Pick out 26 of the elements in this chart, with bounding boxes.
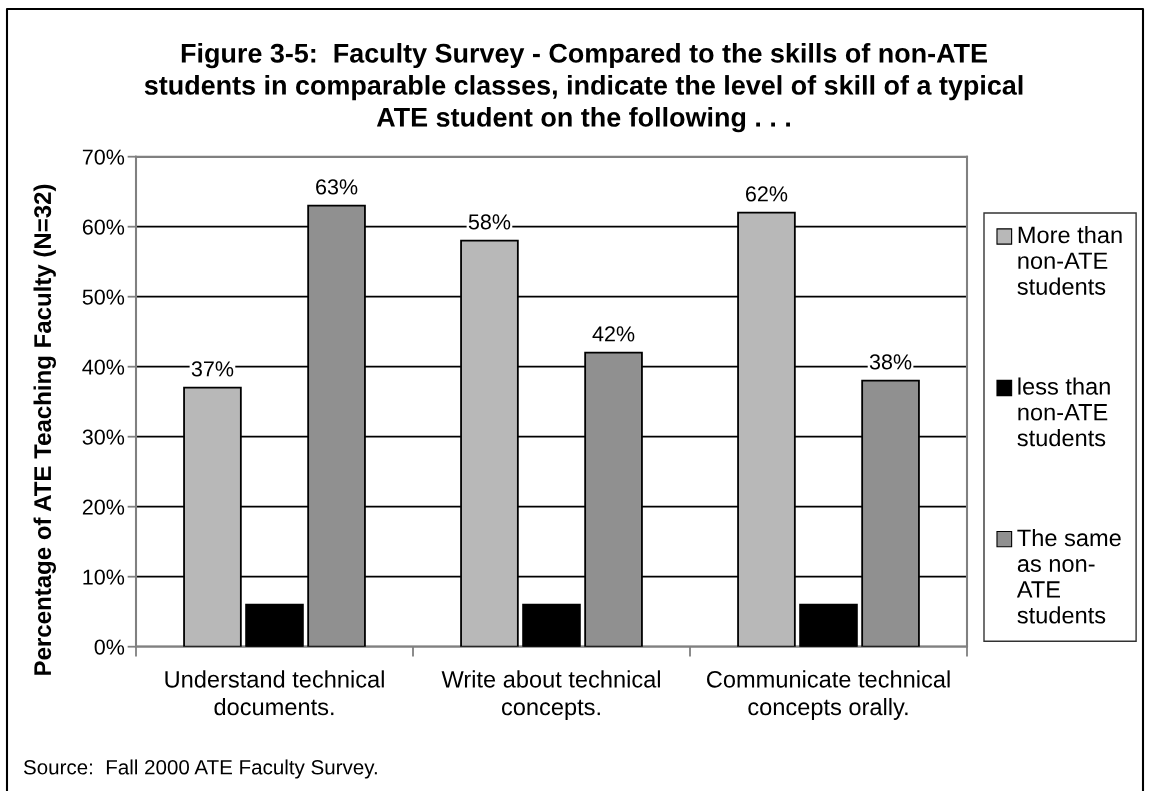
- x-tick-label: Understand technical documents.: [165, 670, 384, 716]
- x-tick-label: Write about technical concepts.: [441, 670, 660, 720]
- chart-title: Figure 3-5: Faculty Survey - Compared to the skills of non-ATE students in comparable classes, indicate the level of skill of a typical ATE student on the following . . .: [144, 43, 1023, 133]
- x-tick-label: Communicate technical concepts orally.: [707, 670, 950, 720]
- data-label: 37%: [191, 361, 234, 377]
- y-tick-label: 60%: [82, 219, 125, 235]
- y-tick-label: 0%: [94, 639, 125, 655]
- legend-label: The same as non- ATE students: [1016, 528, 1121, 624]
- y-axis-title: Percentage of ATE Teaching Faculty (N=32): [33, 184, 56, 675]
- data-label: 63%: [316, 179, 358, 195]
- source-note: Source: Fall 2000 ATE Faculty Survey.: [23, 759, 377, 779]
- data-label: 42%: [592, 326, 635, 342]
- bar: [245, 603, 304, 647]
- legend-label: less than non-ATE students: [1017, 377, 1110, 447]
- y-tick-label: 10%: [83, 569, 125, 585]
- data-label: 62%: [746, 186, 788, 202]
- y-tick-label: 50%: [82, 289, 125, 305]
- data-label: 58%: [468, 214, 511, 230]
- y-tick-label: 70%: [82, 149, 125, 165]
- y-tick-label: 40%: [82, 359, 125, 375]
- legend-label: More than non-ATE students: [1017, 225, 1122, 295]
- y-tick-label: 30%: [82, 429, 125, 445]
- bar: [799, 603, 858, 647]
- data-label: 38%: [869, 354, 912, 370]
- bar: [522, 603, 581, 647]
- y-tick-label: 20%: [82, 499, 125, 515]
